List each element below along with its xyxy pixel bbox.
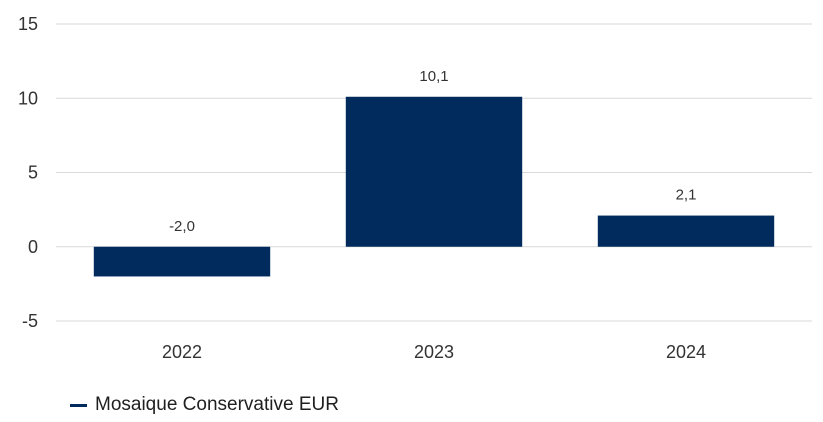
bars [93, 96, 775, 277]
x-axis-ticks: 2022 2023 2024 [162, 342, 706, 362]
x-tick-label-2022: 2022 [162, 342, 202, 362]
y-tick-label: 10 [18, 88, 38, 108]
y-tick-label: -5 [22, 311, 38, 331]
y-tick-label: 5 [28, 163, 38, 183]
legend-label: Mosaique Conservative EUR [95, 394, 339, 415]
bar-2022 [93, 246, 271, 277]
y-axis-ticks: 15 10 5 0 -5 [18, 14, 38, 331]
bar-2023 [345, 96, 523, 247]
legend: Mosaique Conservative EUR [70, 394, 339, 416]
value-labels: -2,0 10,1 2,1 [169, 68, 696, 235]
x-tick-label-2023: 2023 [414, 342, 454, 362]
x-tick-label-2024: 2024 [666, 342, 706, 362]
value-label-2023: 10,1 [419, 68, 448, 85]
y-tick-label: 0 [28, 237, 38, 257]
value-label-2024: 2,1 [676, 187, 697, 204]
bar-2024 [597, 215, 775, 247]
legend-swatch [70, 403, 87, 407]
y-tick-label: 15 [18, 14, 38, 34]
value-label-2022: -2,0 [169, 218, 195, 235]
